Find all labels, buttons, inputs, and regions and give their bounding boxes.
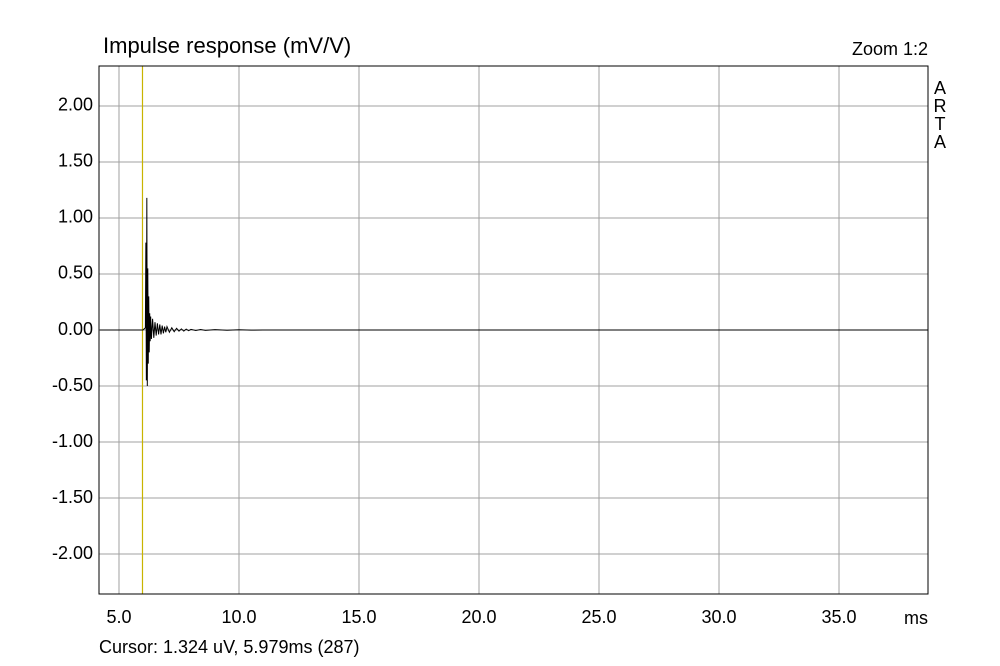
y-tick-label: 0.00	[58, 319, 93, 339]
watermark: ARTA	[930, 78, 950, 150]
x-tick-label: 25.0	[581, 607, 616, 627]
x-tick-label: 10.0	[221, 607, 256, 627]
y-tick-label: 0.50	[58, 263, 93, 283]
x-tick-label: 20.0	[461, 607, 496, 627]
cursor-readout: Cursor: 1.324 uV, 5.979ms (287)	[99, 637, 359, 657]
x-tick-label: 35.0	[821, 607, 856, 627]
zoom-label: Zoom 1:2	[852, 39, 928, 59]
x-tick-label: 30.0	[701, 607, 736, 627]
y-tick-label: -0.50	[52, 375, 93, 395]
y-tick-label: -1.50	[52, 487, 93, 507]
x-unit: ms	[904, 608, 928, 628]
x-tick-label: 5.0	[106, 607, 131, 627]
impulse-line	[99, 197, 928, 387]
y-tick-label: 1.50	[58, 151, 93, 171]
y-tick-label: 2.00	[58, 95, 93, 115]
chart-title: Impulse response (mV/V)	[103, 33, 351, 58]
y-tick-label: 1.00	[58, 207, 93, 227]
y-tick-label: -1.00	[52, 431, 93, 451]
x-tick-label: 15.0	[341, 607, 376, 627]
y-tick-label: -2.00	[52, 543, 93, 563]
plot-frame	[98, 65, 929, 595]
